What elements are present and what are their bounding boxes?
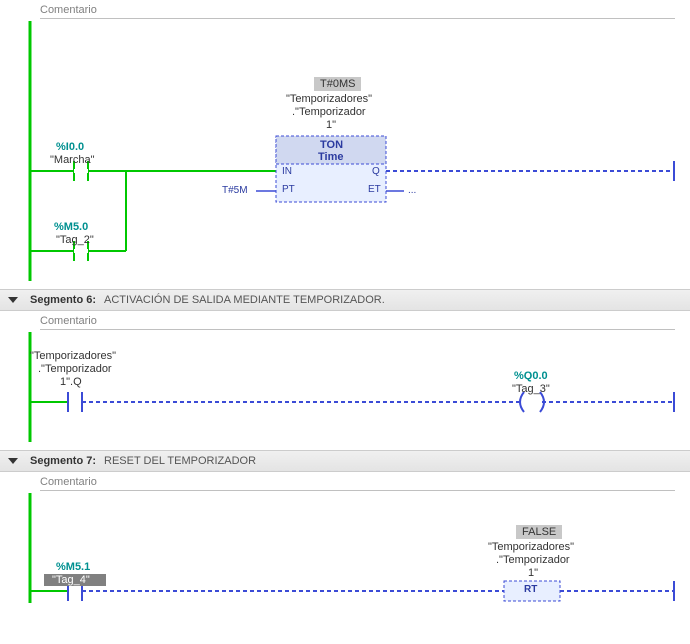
- net5-comment: Comentario: [40, 4, 675, 19]
- seg7-contact-addr: %M5.1: [56, 561, 90, 573]
- net7-comment: Comentario: [40, 476, 675, 491]
- seg6-coil-sym: "Tag_3": [512, 383, 550, 395]
- net6-comment: Comentario: [40, 315, 675, 330]
- segment7-desc: RESET DEL TEMPORIZADOR: [104, 455, 256, 467]
- segment6-title: Segmento 6:: [30, 294, 96, 306]
- seg6-contact-l2: ."Temporizador: [38, 363, 112, 375]
- timer-inst1: "Temporizadores": [286, 93, 372, 105]
- timer-pt-label: PT: [282, 184, 295, 195]
- contact1-symbol: "Marcha": [50, 154, 95, 166]
- network-5: %I0.0 "Marcha" %M5.0 "Tag_2" T#0MS "Temp…: [26, 21, 686, 281]
- seg6-contact-l3: 1".Q: [60, 376, 82, 388]
- segment6-desc: ACTIVACIÓN DE SALIDA MEDIANTE TEMPORIZAD…: [104, 294, 385, 306]
- seg7-fb-label: RT: [524, 584, 537, 595]
- seg7-contact-sym[interactable]: "Tag_4": [44, 574, 106, 586]
- segment7-title: Segmento 7:: [30, 455, 96, 467]
- ladder-svg-net5: [26, 21, 686, 281]
- timer-et-value: ...: [408, 185, 416, 196]
- timer-subtype: Time: [318, 151, 343, 163]
- collapse-icon[interactable]: [8, 458, 18, 464]
- timer-inst3: 1": [326, 119, 336, 131]
- collapse-icon[interactable]: [8, 297, 18, 303]
- timer-in-label: IN: [282, 166, 292, 177]
- timer-pt-value: T#5M: [222, 185, 248, 196]
- seg7-fb-inst2: ."Temporizador: [496, 554, 570, 566]
- contact2-symbol: "Tag_2": [56, 234, 94, 246]
- seg7-fb-badge: FALSE: [516, 525, 562, 539]
- ladder-svg-net6: [26, 332, 686, 442]
- timer-type: TON: [320, 139, 343, 151]
- contact1-address: %I0.0: [56, 141, 84, 153]
- timer-q-label: Q: [372, 166, 380, 177]
- contact2-address: %M5.0: [54, 221, 88, 233]
- segment7-header[interactable]: Segmento 7: RESET DEL TEMPORIZADOR: [0, 450, 690, 472]
- network-6: "Temporizadores" ."Temporizador 1".Q %Q0…: [26, 332, 686, 442]
- timer-inst2: ."Temporizador: [292, 106, 366, 118]
- ladder-svg-net7: [26, 493, 686, 603]
- seg7-fb-inst1: "Temporizadores": [488, 541, 574, 553]
- seg6-coil-addr: %Q0.0: [514, 370, 548, 382]
- timer-badge: T#0MS: [314, 77, 361, 91]
- network-7: %M5.1 "Tag_4" FALSE "Temporizadores" ."T…: [26, 493, 686, 603]
- seg7-fb-inst3: 1": [528, 567, 538, 579]
- seg6-contact-l1: "Temporizadores": [30, 350, 116, 362]
- timer-et-label: ET: [368, 184, 381, 195]
- segment6-header[interactable]: Segmento 6: ACTIVACIÓN DE SALIDA MEDIANT…: [0, 289, 690, 311]
